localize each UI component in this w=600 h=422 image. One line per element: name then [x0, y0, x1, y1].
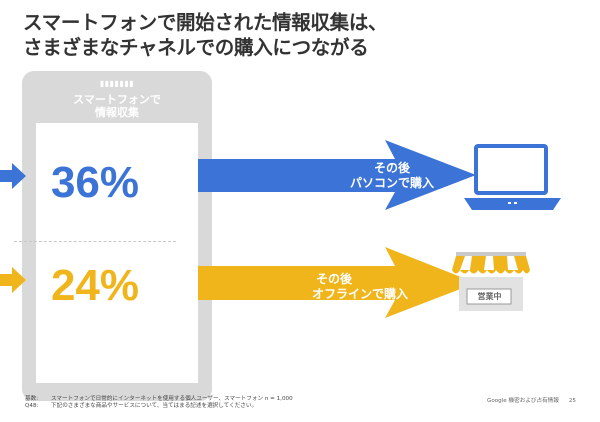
pc-label-line-1: その後 [374, 161, 411, 175]
footnote: 基数: スマートフォンで日常的にインターネットを使用する個人ユーザー、スマートフォ… [25, 396, 293, 410]
phone-header-line-2: 情報収集 [95, 106, 139, 119]
footnote-base-text: スマートフォンで日常的にインターネットを使用する個人ユーザー、スマートフォン n… [51, 396, 293, 402]
yellow-entry-arrow [0, 267, 26, 293]
slide-title: スマートフォンで開始された情報収集は、 さまざまなチャネルでの購入につながる [23, 10, 563, 60]
yellow-arrow [198, 247, 476, 318]
confidential-notice: Google 機密および占有情報 [487, 398, 559, 404]
offline-purchase-percent: 24% [50, 261, 140, 310]
offline-purchase-label: その後 オフラインで購入 [312, 272, 408, 302]
offline-label-line-2: オフラインで購入 [312, 287, 409, 301]
phone-header-line-1: スマートフォンで [73, 93, 161, 106]
store-sign: 営業中 [477, 292, 502, 301]
laptop-icon [464, 144, 561, 210]
pc-label-line-2: パソコンで購入 [350, 176, 435, 190]
title-line-1: スマートフォンで開始された情報収集は、 [23, 11, 388, 34]
page-number: 25 [568, 398, 576, 404]
pc-purchase-label: その後 パソコンで購入 [350, 161, 434, 191]
title-line-2: さまざまなチャネルでの購入につながる [23, 36, 369, 59]
footnote-question: Q48: 下記のさまざまな商品やサービスについて、当てはまる記述を選択してください… [25, 403, 293, 410]
smartphone-illustration: ▮▮▮▮▮▮▮ スマートフォンで 情報収集 [22, 71, 212, 401]
screen-divider [14, 241, 176, 242]
phone-header: ▮▮▮▮▮▮▮ スマートフォンで 情報収集 [22, 77, 212, 119]
blue-arrow [198, 140, 476, 210]
footnote-base: 基数: スマートフォンで日常的にインターネットを使用する個人ユーザー、スマートフォ… [25, 396, 293, 403]
blue-entry-arrow [0, 163, 26, 189]
store-icon [452, 252, 530, 311]
footnote-base-label: 基数: [25, 396, 39, 402]
footnote-question-text: 下記のさまざまな商品やサービスについて、当てはまる記述を選択してください。 [51, 403, 258, 409]
footer-source: Google 機密および占有情報 25 [487, 396, 576, 404]
offline-label-line-1: その後 [316, 272, 353, 286]
phone-screen [36, 123, 198, 383]
speaker-icon: ▮▮▮▮▮▮▮ [99, 79, 135, 88]
pc-purchase-percent: 36% [50, 158, 140, 207]
footnote-question-label: Q48: [25, 403, 39, 409]
